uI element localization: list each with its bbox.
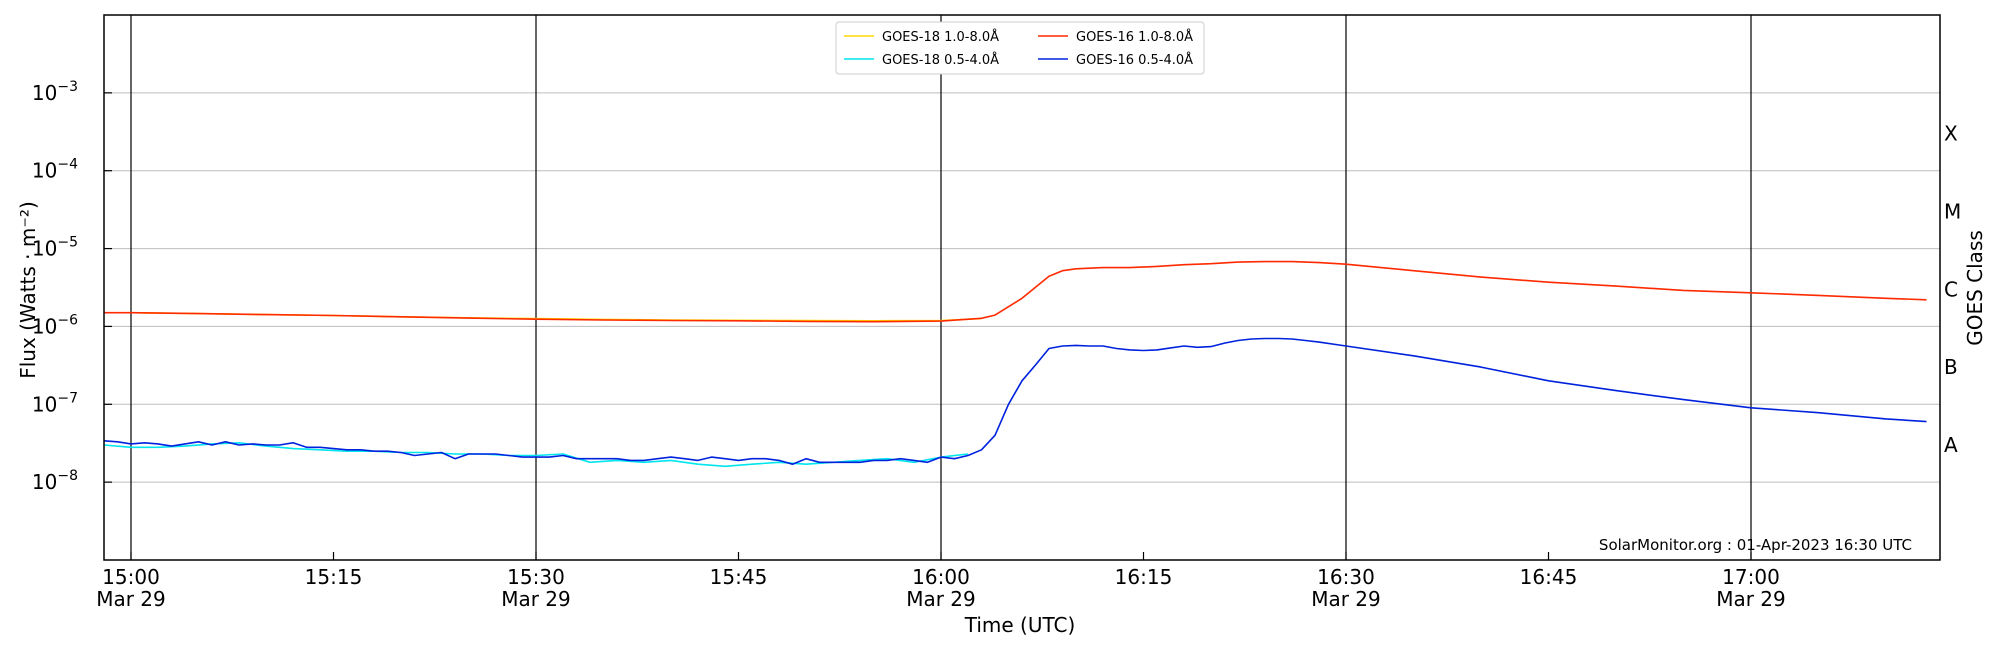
x-tick-date-label: Mar 29 bbox=[906, 587, 976, 611]
goes-class-label: B bbox=[1944, 355, 1958, 379]
series-line-4 bbox=[103, 337, 1927, 466]
series-layer bbox=[103, 260, 1927, 468]
legend: GOES-18 1.0-8.0Å GOES-18 0.5-4.0Å GOES-16 … bbox=[835, 21, 1205, 75]
y-tick-label: 10−4 bbox=[32, 157, 78, 183]
gridlines bbox=[104, 15, 1940, 560]
y-tick-label: 10−8 bbox=[32, 468, 78, 494]
x-tick-date-label: Mar 29 bbox=[501, 587, 571, 611]
x-tick-label: 15:30 bbox=[507, 565, 565, 589]
x-tick-label: 17:00 bbox=[1722, 565, 1780, 589]
y-axis: 10−3 10−4 10−5 10−6 10−7 10−8 bbox=[32, 79, 112, 494]
x-tick-label: 16:00 bbox=[912, 565, 970, 589]
legend-label: GOES-18 1.0-8.0Å bbox=[882, 29, 999, 45]
goes-class-axis: X M C B A bbox=[1944, 122, 1961, 457]
legend-box bbox=[835, 21, 1205, 75]
legend-label: GOES-18 0.5-4.0Å bbox=[882, 52, 999, 68]
legend-label: GOES-16 1.0-8.0Å bbox=[1076, 29, 1193, 45]
goes-class-label: A bbox=[1944, 433, 1958, 457]
x-tick-label: 16:45 bbox=[1520, 565, 1578, 589]
y-tick-label: 10−7 bbox=[32, 390, 78, 416]
x-tick-label: 16:30 bbox=[1317, 565, 1375, 589]
x-tick-date-label: Mar 29 bbox=[1311, 587, 1381, 611]
credit-text: SolarMonitor.org : 01-Apr-2023 16:30 UTC bbox=[1599, 536, 1912, 554]
goes-class-label: C bbox=[1944, 277, 1958, 301]
goes-class-label: M bbox=[1944, 199, 1961, 223]
y-tick-label: 10−6 bbox=[32, 312, 78, 338]
x-tick-date-label: Mar 29 bbox=[96, 587, 166, 611]
x-tick-label: 15:00 bbox=[102, 565, 160, 589]
goes-class-label: X bbox=[1944, 122, 1958, 146]
x-axis-title: Time (UTC) bbox=[964, 613, 1076, 637]
y-tick-label: 10−5 bbox=[32, 235, 78, 261]
x-tick-label: 15:15 bbox=[305, 565, 363, 589]
y-axis-title: Flux (Watts · m⁻²) bbox=[16, 201, 40, 379]
y-tick-label: 10−3 bbox=[32, 79, 78, 105]
x-tick-date-label: Mar 29 bbox=[1716, 587, 1786, 611]
plot-frame bbox=[103, 14, 1941, 561]
legend-label: GOES-16 0.5-4.0Å bbox=[1076, 52, 1193, 68]
x-tick-label: 16:15 bbox=[1115, 565, 1173, 589]
right-axis-title: GOES Class bbox=[1963, 230, 1987, 346]
series-line-3 bbox=[104, 260, 1927, 323]
x-tick-label: 15:45 bbox=[710, 565, 768, 589]
